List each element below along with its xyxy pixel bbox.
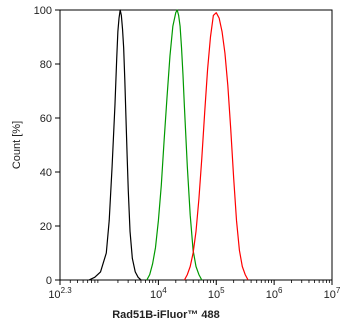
x-tick-label: 107 [324, 286, 341, 301]
x-tick-label: 105 [208, 286, 225, 301]
series-line-1 [88, 9, 142, 281]
y-tick-label: 60 [40, 113, 52, 125]
y-tick-label: 100 [34, 5, 52, 17]
x-tick-label: 106 [266, 286, 283, 301]
y-tick-label: 80 [40, 59, 52, 71]
x-axis-title: Rad51B-iFluor™ 488 [112, 309, 220, 321]
series-line-3 [183, 12, 249, 281]
plot-frame [59, 9, 333, 281]
y-axis-title: Count [%] [11, 121, 23, 169]
y-tick-label: 40 [40, 167, 52, 179]
y-tick-label: 20 [40, 221, 52, 233]
y-tick-label: 0 [46, 275, 52, 287]
x-tick-label: 102.3 [48, 286, 72, 301]
x-tick-label: 104 [150, 286, 167, 301]
series-line-2 [146, 9, 203, 281]
